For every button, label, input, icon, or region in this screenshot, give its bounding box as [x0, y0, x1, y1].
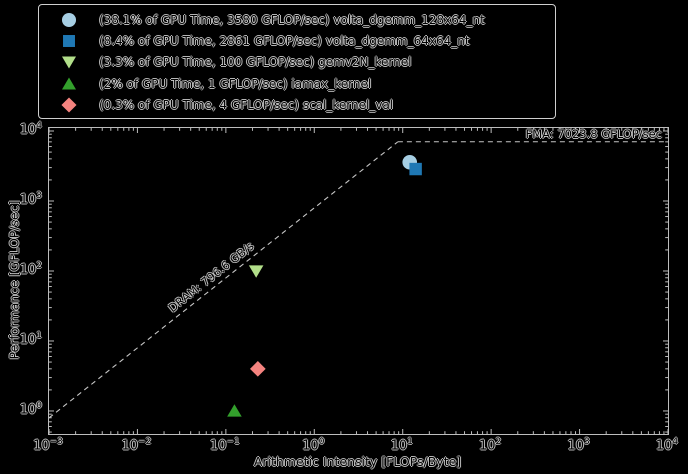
legend-label: (3.3% of GPU Time, 100 GFLOP/sec) gemv2N…: [99, 55, 412, 70]
y-axis-tick-labels: 100 101 102 103 104: [0, 121, 44, 433]
legend-item: (2% of GPU Time, 1 GFLOP/sec) iamax_kern…: [39, 73, 555, 94]
x-tick-label: 101: [390, 437, 413, 454]
legend-label: (38.1% of GPU Time, 3580 GFLOP/sec) volt…: [99, 12, 485, 27]
x-tick-label: 103: [567, 437, 590, 454]
legend-item: (0.3% of GPU Time, 4 GFLOP/sec) scal_ker…: [39, 95, 555, 116]
y-tick-label: 102: [19, 260, 42, 278]
fma-roofline-label: FMA: 7023.8 GFLOP/sec: [525, 127, 662, 141]
legend-item: (38.1% of GPU Time, 3580 GFLOP/sec) volt…: [39, 9, 555, 30]
y-tick-label: 104: [19, 121, 42, 138]
legend-label: (2% of GPU Time, 1 GFLOP/sec) iamax_kern…: [99, 76, 372, 91]
chart-canvas: [49, 128, 668, 434]
triangle-up-marker: [227, 404, 242, 417]
circle-marker: [61, 12, 77, 27]
circle-icon: [39, 12, 99, 28]
dram-roofline: [49, 141, 399, 419]
legend: (38.1% of GPU Time, 3580 GFLOP/sec) volt…: [38, 4, 556, 119]
y-tick-label: 103: [19, 191, 42, 208]
triangle-down-marker: [248, 265, 264, 278]
legend-marker-canvas: [61, 12, 77, 27]
y-axis-label: Performance [GFLOP/sec]: [6, 200, 22, 360]
legend-marker-canvas: [63, 35, 75, 48]
diamond-icon: [39, 97, 99, 113]
legend-label: (8.4% of GPU Time, 2861 GFLOP/sec) volta…: [99, 34, 470, 49]
legend-label: (0.3% of GPU Time, 4 GFLOP/sec) scal_ker…: [99, 98, 394, 113]
legend-marker-canvas: [61, 97, 77, 113]
diamond-marker: [61, 97, 77, 113]
x-tick-label: 10−2: [121, 437, 152, 454]
legend-marker-canvas: [61, 57, 77, 69]
triangle-up-marker: [61, 77, 77, 90]
triangle-down-icon: [39, 54, 99, 70]
legend-item: (8.4% of GPU Time, 2861 GFLOP/sec) volta…: [39, 30, 555, 51]
square-marker: [63, 35, 75, 48]
legend-item: (3.3% of GPU Time, 100 GFLOP/sec) gemv2N…: [39, 52, 555, 73]
x-tick-label: 102: [479, 437, 502, 454]
x-tick-label: 104: [655, 437, 679, 454]
x-axis-label: Arithmetic Intensity [FLOPs/Byte]: [253, 454, 462, 469]
y-tick-label: 101: [19, 330, 42, 348]
x-tick-label: 100: [302, 437, 325, 454]
triangle-down-marker: [61, 57, 77, 69]
legend-marker-canvas: [61, 77, 77, 90]
y-tick-label: 100: [19, 400, 42, 418]
x-tick-label: 10−3: [33, 437, 63, 454]
x-axis-tick-labels: 10−3 10−2 10−1 100 101 102 103 104: [33, 437, 678, 455]
square-icon: [39, 33, 99, 49]
triangle-up-icon: [39, 76, 99, 92]
diamond-marker: [250, 361, 266, 377]
x-tick-label: 10−1: [209, 437, 240, 454]
square-marker: [409, 162, 422, 176]
plot-area: FMA: 7023.8 GFLOP/sec DRAM: 796.6 GB/s: [48, 127, 669, 435]
